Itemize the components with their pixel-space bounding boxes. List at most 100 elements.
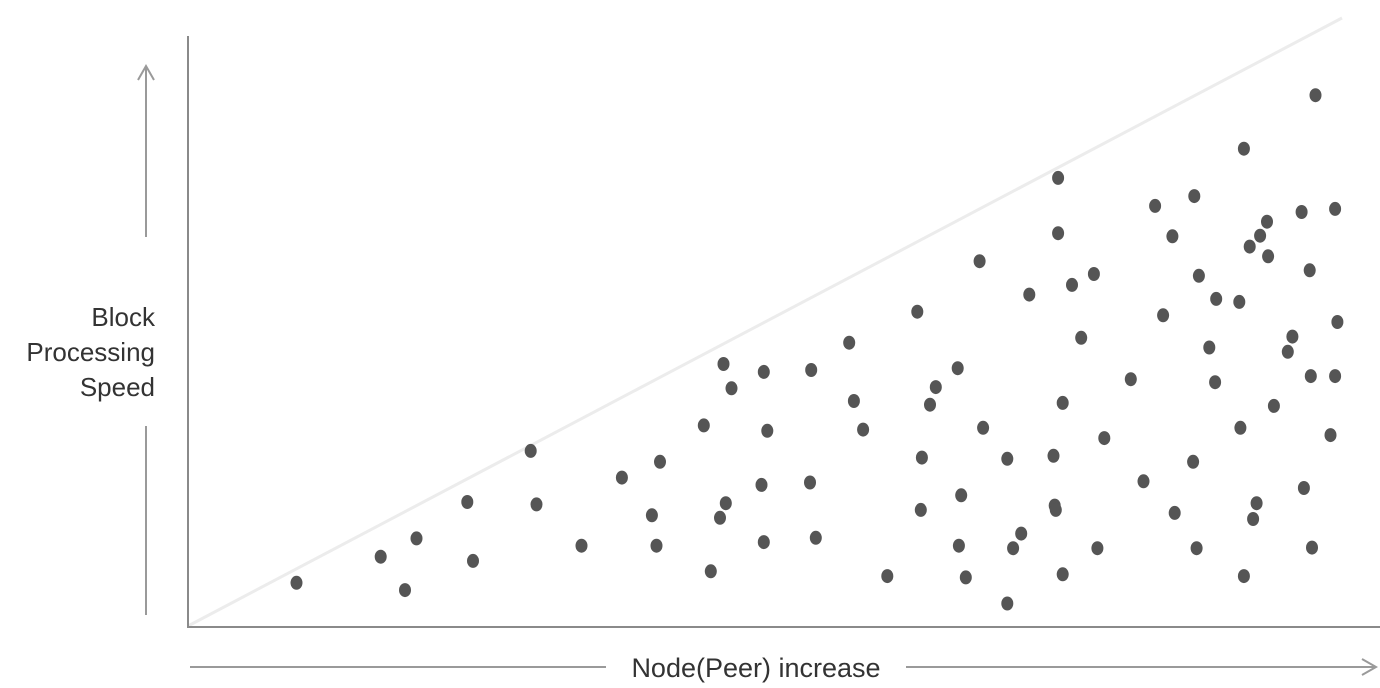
y-direction-arrow	[137, 63, 155, 615]
data-point-1	[290, 575, 303, 590]
points-layer	[290, 88, 1344, 611]
data-point-43	[1001, 596, 1014, 611]
data-point-59	[1124, 372, 1137, 387]
data-point-67	[1190, 541, 1203, 556]
data-point-55	[1075, 330, 1088, 345]
data-point-72	[1233, 294, 1246, 309]
data-point-38	[952, 538, 965, 553]
data-point-45	[1015, 526, 1028, 541]
data-point-85	[1295, 205, 1308, 219]
data-point-51	[1052, 170, 1065, 185]
data-point-19	[725, 381, 738, 396]
data-point-11	[645, 508, 658, 523]
data-point-62	[1157, 308, 1170, 323]
data-point-88	[1304, 369, 1317, 384]
x-direction-arrow	[190, 658, 1379, 676]
frontier-line	[187, 16, 1343, 628]
data-point-10	[615, 470, 628, 485]
data-point-93	[1329, 369, 1342, 384]
data-point-81	[1262, 249, 1275, 264]
data-point-54	[1066, 277, 1078, 292]
data-point-63	[1166, 229, 1179, 244]
data-point-14	[697, 418, 710, 433]
data-point-77	[1247, 512, 1260, 526]
data-point-82	[1267, 398, 1280, 413]
data-point-84	[1286, 329, 1299, 344]
data-point-69	[1203, 340, 1216, 355]
data-point-78	[1250, 496, 1263, 511]
y-axis-label-line-2: Processing	[26, 337, 155, 367]
data-point-17	[719, 496, 732, 511]
data-point-16	[714, 510, 726, 525]
data-point-91	[1329, 201, 1342, 216]
data-point-40	[973, 254, 986, 269]
data-point-35	[929, 380, 942, 395]
data-point-8	[530, 497, 543, 512]
data-point-29	[843, 335, 856, 350]
data-point-58	[1098, 431, 1111, 446]
data-point-4	[410, 531, 423, 546]
data-point-23	[757, 535, 770, 550]
data-point-36	[951, 361, 964, 376]
data-point-46	[1023, 287, 1036, 302]
data-point-68	[1192, 268, 1205, 283]
data-point-33	[914, 502, 927, 517]
data-point-60	[1137, 474, 1150, 489]
data-point-25	[804, 475, 816, 490]
data-point-22	[755, 477, 768, 492]
data-point-18	[717, 357, 730, 371]
y-axis-label-line-3: Speed	[79, 372, 155, 402]
data-point-41	[977, 420, 990, 435]
data-point-52	[1056, 395, 1069, 410]
data-point-21	[761, 423, 774, 438]
data-point-92	[1331, 315, 1344, 329]
y-axis-label: Block Processing Speed	[26, 300, 155, 405]
data-point-47	[1047, 448, 1060, 463]
data-point-70	[1209, 375, 1222, 390]
data-point-28	[857, 422, 870, 437]
y-axis-label-line-1: Block	[91, 302, 155, 332]
data-point-79	[1254, 228, 1267, 243]
data-point-65	[1188, 189, 1201, 204]
data-point-89	[1309, 88, 1322, 103]
data-point-5	[461, 495, 474, 509]
data-point-6	[467, 553, 479, 568]
data-point-30	[881, 569, 894, 584]
data-point-24	[805, 363, 818, 377]
data-point-13	[650, 538, 663, 553]
data-point-66	[1187, 454, 1200, 469]
data-point-20	[757, 364, 770, 379]
data-point-61	[1149, 198, 1162, 213]
data-point-2	[374, 549, 387, 564]
data-point-26	[809, 530, 822, 545]
data-point-31	[911, 304, 924, 319]
data-point-94	[1324, 428, 1337, 443]
data-point-27	[847, 394, 860, 408]
data-point-42	[1001, 451, 1014, 466]
data-point-80	[1261, 214, 1273, 229]
data-point-39	[959, 570, 972, 585]
data-point-57	[1091, 541, 1104, 556]
data-point-9	[575, 538, 588, 553]
data-point-87	[1303, 263, 1316, 278]
data-point-90	[1306, 540, 1318, 555]
data-point-12	[654, 454, 666, 469]
data-point-71	[1210, 291, 1223, 306]
data-point-75	[1237, 569, 1250, 584]
x-axis-label: Node(Peer) increase	[606, 648, 906, 688]
data-point-7	[524, 443, 537, 458]
data-point-86	[1297, 481, 1310, 495]
data-point-37	[955, 488, 968, 503]
data-point-32	[915, 450, 928, 465]
data-point-83	[1281, 344, 1294, 359]
data-point-50	[1052, 226, 1065, 241]
data-point-74	[1234, 420, 1247, 435]
data-point-73	[1237, 141, 1250, 156]
data-point-49	[1049, 502, 1062, 517]
data-point-15	[704, 564, 717, 579]
data-point-76	[1243, 239, 1256, 254]
data-point-44	[1007, 541, 1020, 556]
data-point-3	[399, 583, 411, 598]
data-point-34	[924, 397, 936, 412]
